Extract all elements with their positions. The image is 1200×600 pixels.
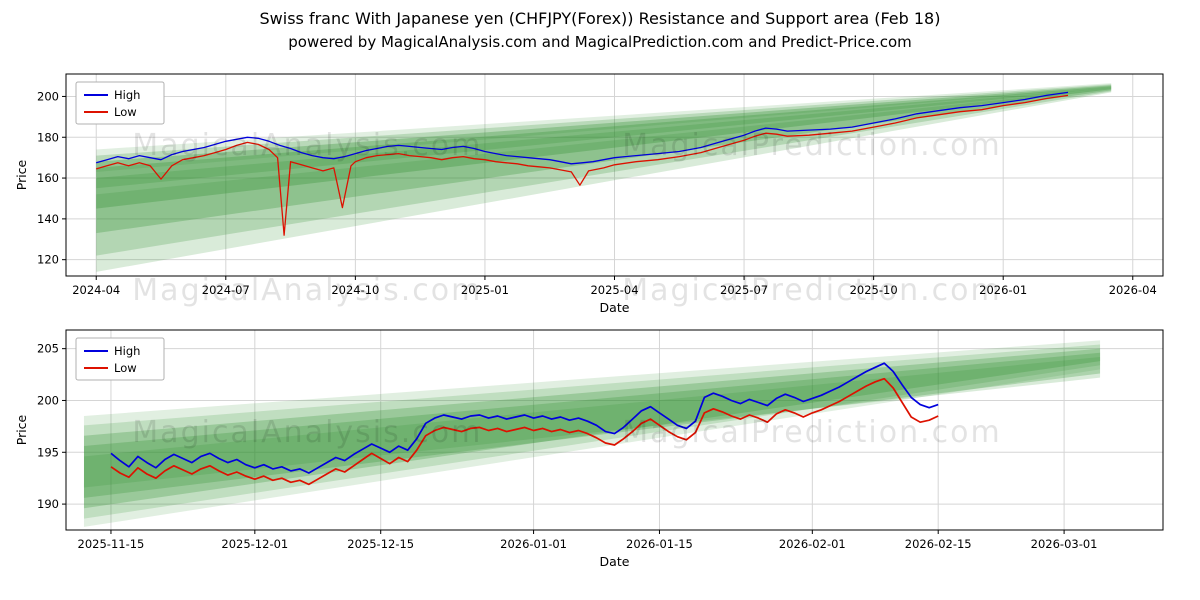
x-axis-label: Date [600, 554, 630, 569]
plot-area [96, 83, 1112, 272]
x-tick-label: 2025-10 [850, 283, 898, 297]
y-axis-label: Price [14, 159, 29, 190]
x-tick-label: 2025-12-15 [347, 537, 414, 551]
y-tick-label: 160 [37, 171, 59, 185]
page-subtitle: powered by MagicalAnalysis.com and Magic… [288, 33, 912, 51]
x-tick-label: 2025-12-01 [221, 537, 288, 551]
support-resistance-band [96, 85, 1112, 209]
support-resistance-band [83, 348, 1101, 509]
page-title: Swiss franc With Japanese yen (CHFJPY(Fo… [259, 9, 941, 28]
y-tick-label: 120 [37, 253, 59, 267]
support-resistance-band [96, 87, 1112, 256]
legend: High Low [75, 81, 165, 125]
top-price-chart: 2024-04 2024-07 2024-10 2025-01 2025-04 2025-… [14, 73, 1164, 315]
legend-low-label: Low [114, 105, 137, 119]
support-resistance-band [96, 84, 1112, 189]
watermark: MagicalAnalysis.com [132, 128, 482, 163]
axes-frame [65, 329, 1164, 531]
support-resistance-band [83, 352, 1101, 498]
x-tick-label: 2026-04 [1109, 283, 1157, 297]
y-tick-label: 200 [37, 89, 59, 103]
low-line [96, 94, 1069, 236]
y-axis-label: Price [14, 414, 29, 445]
support-resistance-band [83, 356, 1101, 488]
legend-low-label: Low [114, 361, 137, 375]
y-tick-label: 140 [37, 212, 59, 226]
x-tick-label: 2025-07 [720, 283, 768, 297]
support-resistance-band [83, 340, 1101, 527]
legend-high-label: High [114, 88, 140, 102]
plot-area [83, 340, 1101, 527]
y-tick-label: 205 [37, 342, 59, 356]
x-tick-label: 2026-03-01 [1031, 537, 1098, 551]
x-tick-label: 2024-10 [331, 283, 379, 297]
y-tick-label: 195 [37, 445, 59, 459]
x-tick-label: 2026-01 [979, 283, 1027, 297]
high-line [96, 91, 1069, 165]
x-tick-label: 2026-02-15 [905, 537, 972, 551]
watermark: MagicalAnalysis.com [132, 415, 482, 450]
bottom-price-chart: 2025-11-15 2025-12-01 2025-12-15 2026-01-01… [14, 329, 1164, 569]
watermark: MagicalAnalysis.com [132, 273, 482, 308]
support-resistance-band [96, 88, 1112, 272]
x-tick-label: 2026-02-01 [779, 537, 846, 551]
support-resistance-band [96, 83, 1112, 172]
x-tick-label: 2024-04 [72, 283, 120, 297]
legend-high-label: High [114, 344, 140, 358]
y-tick-label: 190 [37, 497, 59, 511]
high-line [110, 362, 939, 474]
chart-header: Swiss franc With Japanese yen (CHFJPY(Fo… [0, 0, 1200, 64]
watermark: MagicalPrediction.com [622, 273, 1002, 308]
watermark: MagicalPrediction.com [622, 415, 1002, 450]
watermark: MagicalPrediction.com [622, 128, 1002, 163]
y-tick-label: 180 [37, 130, 59, 144]
y-tick-label: 200 [37, 393, 59, 407]
x-axis-label: Date [600, 300, 630, 315]
low-line [110, 377, 939, 486]
x-tick-label: 2026-01-01 [500, 537, 567, 551]
support-resistance-band [83, 344, 1101, 519]
legend: High Low [75, 337, 165, 381]
x-tick-label: 2024-07 [202, 283, 250, 297]
x-tick-label: 2025-11-15 [78, 537, 145, 551]
x-tick-label: 2025-04 [590, 283, 638, 297]
x-tick-label: 2026-01-15 [626, 537, 693, 551]
x-tick-label: 2025-01 [461, 283, 509, 297]
